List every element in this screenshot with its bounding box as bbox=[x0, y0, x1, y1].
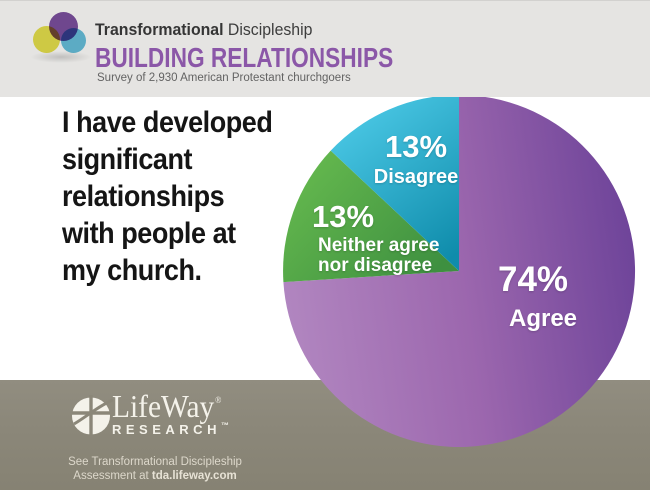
lifeway-logotype: LifeWay bbox=[112, 388, 215, 424]
neither-text-line1: Neither agree bbox=[318, 235, 440, 256]
pie-slice-agree bbox=[283, 94, 636, 448]
agree-text: Agree bbox=[509, 305, 578, 332]
neither-percent: 13% bbox=[312, 199, 375, 234]
statement-line-1: I have developed bbox=[62, 106, 273, 139]
slice-label-agree: 74% Agree bbox=[498, 262, 577, 333]
brand-bold: Transformational bbox=[95, 21, 224, 39]
lifeway-globe-icon bbox=[72, 395, 114, 437]
slice-label-disagree: 13% Disagree bbox=[356, 131, 476, 189]
statement-line-5: my church. bbox=[62, 254, 202, 287]
brand-line: Transformational Discipleship bbox=[95, 21, 312, 40]
td-logo bbox=[28, 7, 98, 63]
disagree-text: Disagree bbox=[373, 166, 459, 188]
logo-circle-purple bbox=[49, 12, 78, 41]
disagree-percent: 13% bbox=[384, 129, 448, 164]
slice-label-neither: 13% Neither agree nor disagree bbox=[312, 201, 439, 275]
statement-line-4: with people at bbox=[62, 217, 236, 250]
registered-mark: ® bbox=[215, 395, 222, 405]
trademark-mark: ™ bbox=[220, 421, 229, 430]
footer-note-line1: See Transformational Discipleship bbox=[68, 456, 242, 468]
pie-slice-neither bbox=[283, 150, 459, 283]
agree-percent: 74% bbox=[498, 260, 569, 299]
survey-statement: I have developed significant relationshi… bbox=[62, 104, 273, 289]
statement-line-3: relationships bbox=[62, 180, 225, 213]
lifeway-logo-text: LifeWay® bbox=[112, 388, 221, 425]
footer-url: tda.lifeway.com bbox=[151, 469, 237, 482]
survey-subtitle: Survey of 2,930 American Protestant chur… bbox=[97, 72, 351, 84]
page-title: BUILDING RELATIONSHIPS bbox=[95, 42, 394, 73]
header: Transformational Discipleship BUILDING R… bbox=[0, 0, 650, 97]
neither-text-line2: nor disagree bbox=[318, 254, 433, 276]
footer-note-line2: Assessment at tda.lifeway.com bbox=[73, 469, 237, 482]
footer-note: See Transformational Discipleship Assess… bbox=[25, 456, 285, 483]
statement-line-2: significant bbox=[62, 143, 193, 176]
lifeway-research-text: RESEARCH™ bbox=[112, 421, 229, 437]
pie-slice-disagree bbox=[330, 95, 459, 271]
brand-regular: Discipleship bbox=[223, 21, 313, 39]
logo-shadow bbox=[30, 51, 92, 63]
